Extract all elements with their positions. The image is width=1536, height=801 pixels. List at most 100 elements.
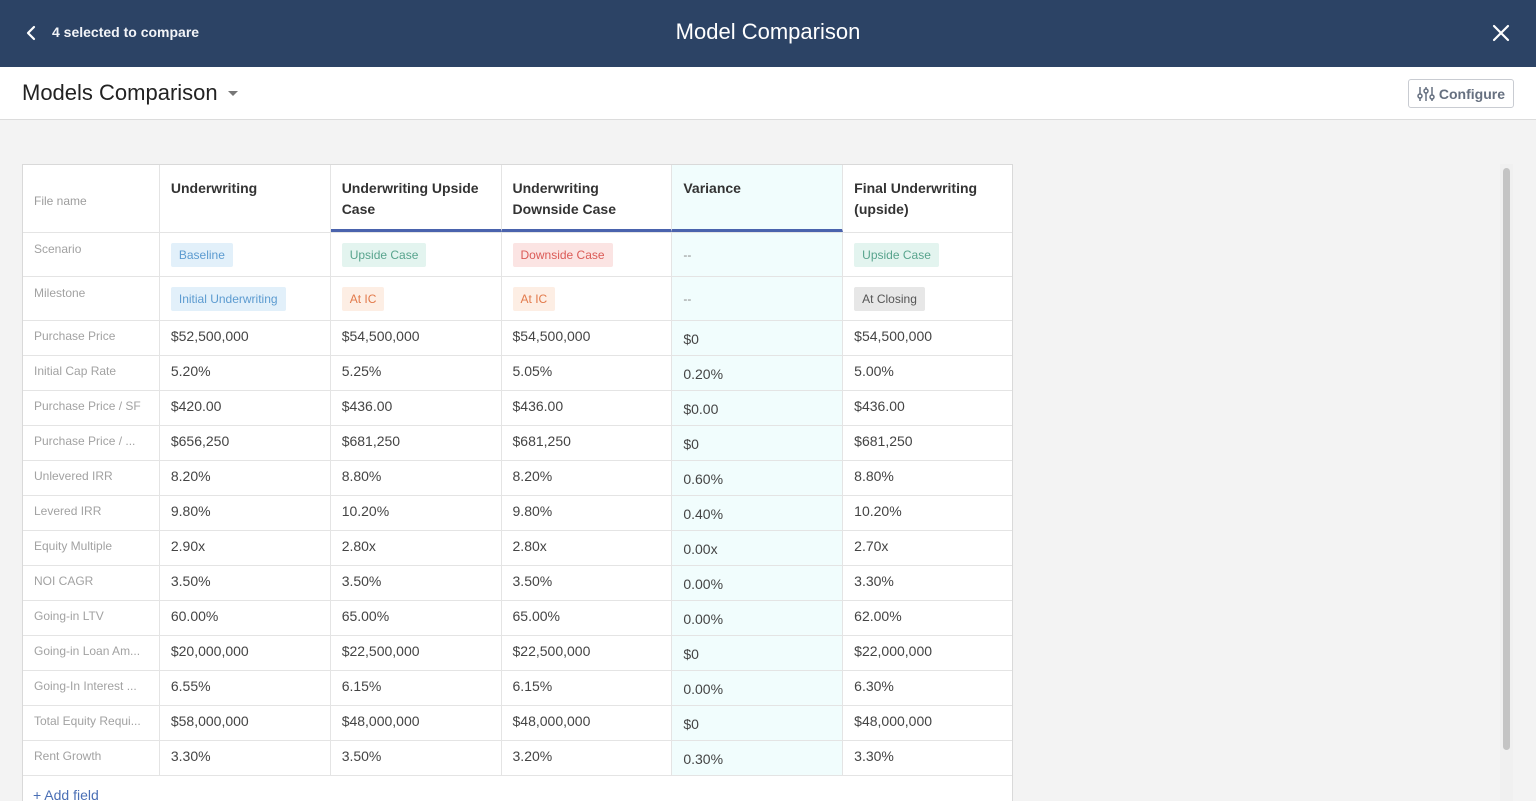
- table-cell: 3.20%: [502, 741, 673, 775]
- table-cell: 6.55%: [160, 671, 331, 705]
- table-cell: 10.20%: [854, 503, 902, 519]
- row-label: Total Equity Requi...: [23, 706, 160, 740]
- file-name-header: File name: [23, 165, 160, 232]
- variance-cell: 0.00x: [672, 531, 844, 565]
- table-cell: 8.80%: [854, 468, 894, 484]
- empty-value: --: [683, 291, 692, 306]
- table-cell: $48,000,000: [331, 706, 502, 740]
- table-row: Purchase Price / SF $420.00 $436.00 $436.00…: [23, 391, 1012, 426]
- table-cell: 3.50%: [331, 566, 502, 600]
- table-row: Total Equity Requi... $58,000,000 $48,000,…: [23, 706, 1012, 741]
- table-cell: $681,250: [502, 426, 673, 460]
- selected-count-text: 4 selected to compare: [52, 24, 200, 40]
- table-cell: $22,000,000: [854, 643, 933, 659]
- row-label: Purchase Price / SF: [23, 391, 160, 425]
- variance-cell: 0.20%: [672, 356, 844, 390]
- row-label: NOI CAGR: [23, 566, 160, 600]
- table-row: Equity Multiple 2.90x 2.80x 2.80x 0.00x 2.70x: [23, 531, 1012, 566]
- comparison-grid: File name Underwriting Underwriting Upsi…: [23, 165, 1012, 776]
- table-cell: 10.20%: [331, 496, 502, 530]
- table-cell: $54,500,000: [502, 321, 673, 355]
- table-cell: $436.00: [854, 398, 905, 414]
- column-header[interactable]: Final Underwriting (upside): [854, 180, 978, 217]
- table-cell: $436.00: [331, 391, 502, 425]
- table-cell: $681,250: [331, 426, 502, 460]
- milestone-row: Milestone Initial Underwriting At IC At …: [23, 277, 1012, 321]
- milestone-tag: At IC: [512, 287, 556, 311]
- table-cell: 60.00%: [160, 601, 331, 635]
- scenario-row: Scenario Baseline Upside Case Downside C…: [23, 233, 1012, 277]
- table-cell: 62.00%: [854, 608, 902, 624]
- row-label: Equity Multiple: [23, 531, 160, 565]
- table-cell: 9.80%: [160, 496, 331, 530]
- top-bar: 4 selected to compare Model Comparison: [0, 0, 1536, 67]
- table-cell: 3.50%: [331, 741, 502, 775]
- table-row: NOI CAGR 3.50% 3.50% 3.50% 0.00% 3.30%: [23, 566, 1012, 601]
- table-cell: 2.90x: [160, 531, 331, 565]
- column-header[interactable]: Underwriting: [160, 165, 331, 232]
- comparison-view-dropdown[interactable]: Models Comparison: [22, 80, 238, 106]
- table-cell: $656,250: [160, 426, 331, 460]
- row-label: Scenario: [23, 233, 160, 276]
- table-cell: $58,000,000: [160, 706, 331, 740]
- table-row: Levered IRR 9.80% 10.20% 9.80% 0.40% 10.20%: [23, 496, 1012, 531]
- row-label: Going-in LTV: [23, 601, 160, 635]
- milestone-tag: At IC: [341, 287, 385, 311]
- table-cell: $436.00: [502, 391, 673, 425]
- variance-cell: 0.30%: [672, 741, 844, 775]
- column-header[interactable]: Underwriting Downside Case: [501, 165, 673, 232]
- table-cell: $420.00: [160, 391, 331, 425]
- variance-cell: 0.40%: [672, 496, 844, 530]
- comparison-view-title: Models Comparison: [22, 80, 218, 105]
- table-row: Going-in LTV 60.00% 65.00% 65.00% 0.00% 62.00…: [23, 601, 1012, 636]
- variance-cell: 0.00%: [672, 601, 844, 635]
- scenario-tag: Baseline: [170, 243, 233, 267]
- sub-header: Models Comparison Configure: [0, 67, 1536, 120]
- back-button[interactable]: [20, 22, 42, 44]
- table-cell: 65.00%: [502, 601, 673, 635]
- row-label: Purchase Price / ...: [23, 426, 160, 460]
- table-row: Purchase Price / ... $656,250 $681,250 $681…: [23, 426, 1012, 461]
- row-label: Going-in Loan Am...: [23, 636, 160, 670]
- close-button[interactable]: [1488, 20, 1514, 46]
- table-cell: $22,500,000: [502, 636, 673, 670]
- close-icon: [1492, 24, 1510, 42]
- vertical-scrollbar[interactable]: [1500, 164, 1513, 801]
- table-cell: 3.30%: [854, 748, 894, 764]
- table-cell: 6.15%: [502, 671, 673, 705]
- caret-down-icon: [227, 90, 238, 96]
- variance-column-header[interactable]: Variance: [672, 165, 844, 232]
- configure-button[interactable]: Configure: [1407, 79, 1514, 108]
- table-row: Rent Growth 3.30% 3.50% 3.20% 0.30% 3.30%: [23, 741, 1012, 776]
- table-row: Unlevered IRR 8.20% 8.80% 8.20% 0.60% 8.80%: [23, 461, 1012, 496]
- table-cell: 3.50%: [502, 566, 673, 600]
- empty-value: --: [683, 247, 692, 262]
- row-label: Unlevered IRR: [23, 461, 160, 495]
- scenario-tag: Downside Case: [512, 243, 613, 267]
- column-header[interactable]: Underwriting Upside Case: [330, 165, 502, 232]
- row-label: Going-In Interest ...: [23, 671, 160, 705]
- table-row: Going-In Interest ... 6.55% 6.15% 6.15% 0.00…: [23, 671, 1012, 706]
- table-cell: $52,500,000: [160, 321, 331, 355]
- table-cell: $22,500,000: [331, 636, 502, 670]
- variance-cell: $0.00: [672, 391, 844, 425]
- table-cell: 65.00%: [331, 601, 502, 635]
- table-cell: 8.80%: [331, 461, 502, 495]
- variance-cell: 0.00%: [672, 566, 844, 600]
- table-cell: $48,000,000: [502, 706, 673, 740]
- table-row: Purchase Price $52,500,000 $54,500,000 $54,…: [23, 321, 1012, 356]
- table-cell: 5.20%: [160, 356, 331, 390]
- table-cell: 8.20%: [502, 461, 673, 495]
- variance-cell: $0: [672, 636, 844, 670]
- scrollbar-thumb[interactable]: [1503, 168, 1510, 750]
- add-field-button[interactable]: + Add field: [33, 787, 99, 801]
- table-cell: 2.70x: [854, 538, 889, 554]
- variance-cell: $0: [672, 706, 844, 740]
- row-label: Purchase Price: [23, 321, 160, 355]
- variance-cell: 0.60%: [672, 461, 844, 495]
- scenario-tag: Upside Case: [854, 243, 939, 267]
- table-cell: 8.20%: [160, 461, 331, 495]
- comparison-table: File name Underwriting Underwriting Upsi…: [22, 164, 1013, 801]
- variance-cell: $0: [672, 321, 844, 355]
- data-rows: Purchase Price $52,500,000 $54,500,000 $54,…: [23, 321, 1012, 776]
